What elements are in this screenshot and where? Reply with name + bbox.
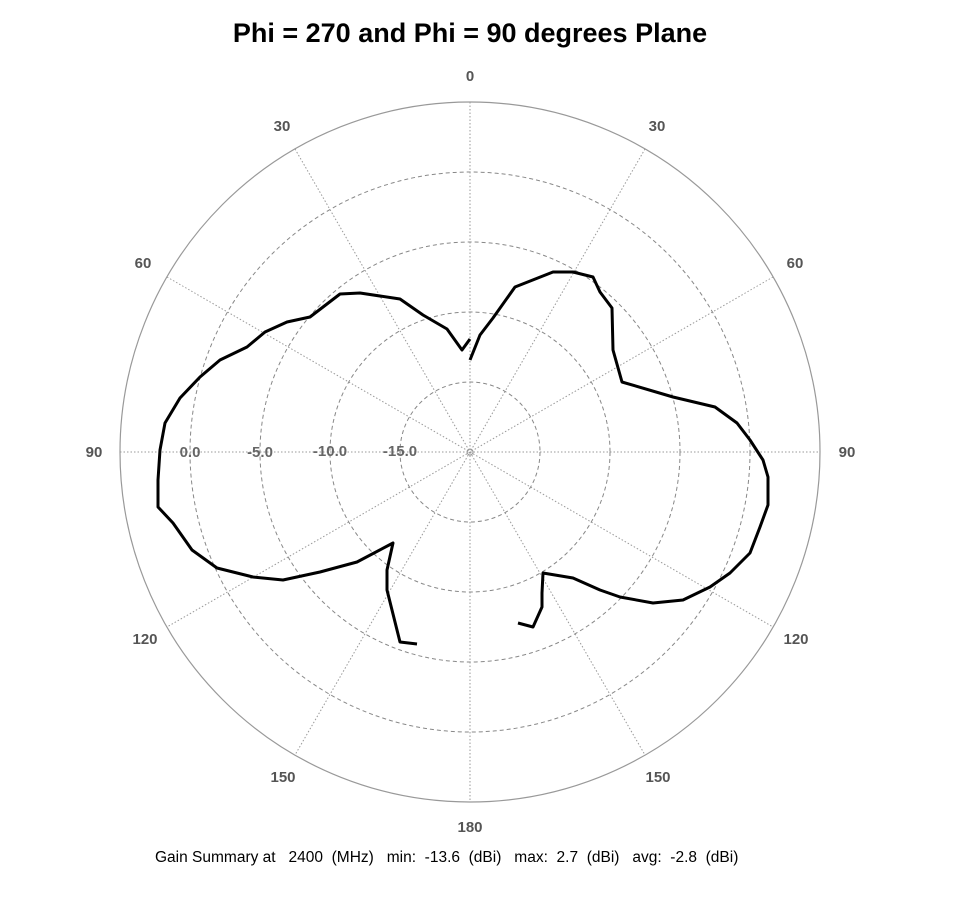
angle-label-0: 0	[466, 68, 474, 85]
summary-avg-value: -2.8	[670, 849, 698, 866]
summary-min-label: min:	[386, 849, 417, 866]
ring-label-minus10: -10.0	[313, 443, 347, 460]
summary-min-unit: (dBi)	[468, 849, 502, 866]
gain-trace-left	[156, 291, 472, 646]
summary-min-value: -13.6	[424, 849, 461, 866]
angle-label-180: 180	[457, 819, 482, 836]
gain-summary: Gain Summary at 2400 (MHz) min: -13.6 (d…	[155, 849, 738, 867]
angle-label-left-60: 60	[135, 255, 152, 272]
angle-label-left-90: 90	[86, 444, 103, 461]
summary-max-unit: (dBi)	[586, 849, 620, 866]
summary-max-value: 2.7	[556, 849, 579, 866]
angle-label-right-150: 150	[645, 769, 670, 786]
angle-label-left-30: 30	[274, 118, 291, 135]
summary-max-label: max:	[514, 849, 548, 866]
angle-label-right-90: 90	[839, 444, 856, 461]
summary-freq-unit: (MHz)	[331, 849, 374, 866]
angle-label-right-120: 120	[783, 631, 808, 648]
gain-trace-right	[468, 270, 770, 629]
angle-label-right-60: 60	[787, 255, 804, 272]
chart-title: Phi = 270 and Phi = 90 degrees Plane	[232, 18, 708, 48]
ring-label-0: 0.0	[180, 444, 201, 461]
angle-label-left-120: 120	[132, 631, 157, 648]
summary-frequency: 2400	[288, 849, 324, 866]
angle-spokes	[120, 102, 820, 802]
angle-label-left-150: 150	[270, 769, 295, 786]
summary-avg-unit: (dBi)	[705, 849, 739, 866]
summary-avg-label: avg:	[632, 849, 662, 866]
center-marker	[466, 448, 474, 456]
ring-label-minus5: -5.0	[247, 444, 273, 461]
angle-label-right-30: 30	[649, 118, 666, 135]
ring-label-minus15: -15.0	[383, 443, 417, 460]
summary-prefix: Gain Summary at	[155, 849, 276, 866]
